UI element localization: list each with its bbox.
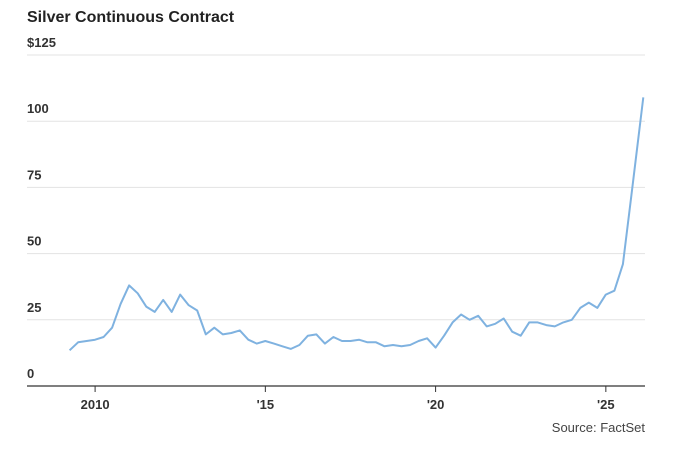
source-note: Source: FactSet: [552, 420, 646, 435]
y-tick-label: 100: [27, 101, 49, 116]
y-tick-label: 0: [27, 366, 34, 381]
x-tick-label: 2010: [81, 397, 110, 412]
y-tick-label: 25: [27, 300, 41, 315]
y-tick-label: 50: [27, 234, 41, 249]
x-tick-label: '15: [257, 397, 275, 412]
y-tick-label: $125: [27, 35, 56, 50]
y-tick-label: 75: [27, 167, 41, 182]
chart-title: Silver Continuous Contract: [27, 9, 235, 26]
data-line: [68, 97, 645, 352]
x-tick-label: '20: [427, 397, 445, 412]
x-tick-label: '25: [597, 397, 615, 412]
